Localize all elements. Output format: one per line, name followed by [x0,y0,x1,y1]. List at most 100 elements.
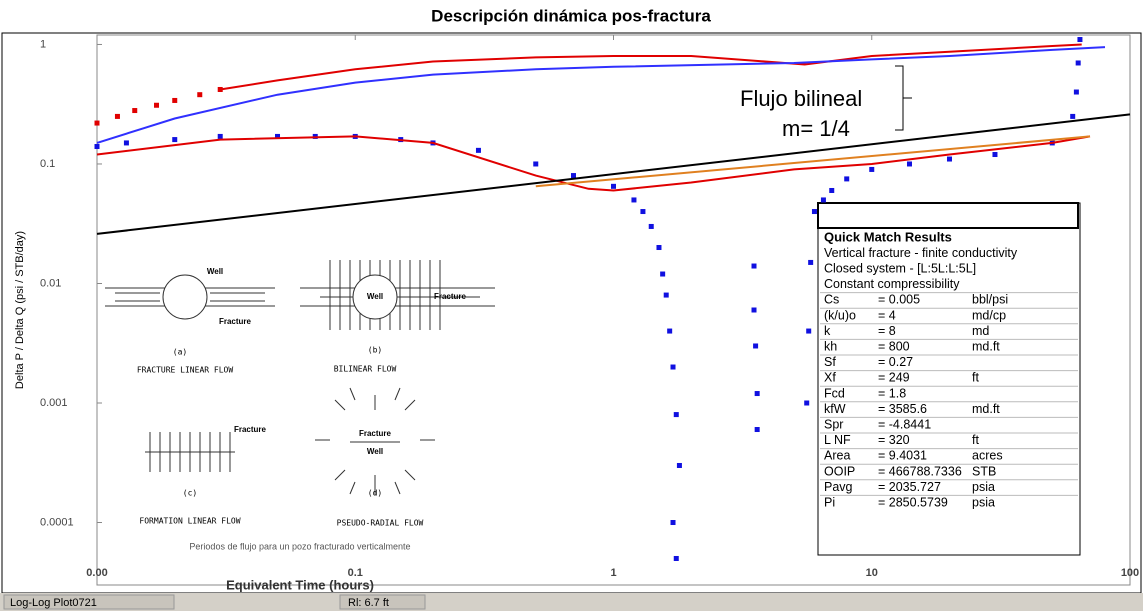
data-point [829,187,835,193]
data-point [670,520,676,526]
results-cell: = 466788.7336 [878,464,962,478]
results-cell: Fcd [824,386,845,400]
data-point [132,108,138,114]
results-cell: = 0.005 [878,293,920,307]
data-point [811,209,817,215]
results-line: Closed system - [L:5L:L:5L] [824,261,976,275]
data-point [673,412,679,418]
inset-label: (c) [183,489,197,498]
results-cell: md [972,324,989,338]
data-point [906,161,912,167]
results-cell: STB [972,464,996,478]
data-point [1073,89,1079,95]
chart-title: Descripción dinámica pos-fractura [431,6,711,25]
results-cell: Area [824,449,850,463]
data-point [114,113,120,119]
data-point [754,427,760,433]
inset-label: (a) [173,348,187,357]
data-point [94,120,100,126]
data-point [475,147,481,153]
inset-label: Fracture [359,429,392,438]
results-cell: ft [972,433,979,447]
inset-label: Fracture [434,292,467,301]
results-line: Vertical fracture - finite conductivity [824,246,1018,260]
results-cell: = 0.27 [878,355,913,369]
results-cell: = -4.8441 [878,417,931,431]
data-point [992,152,998,158]
results-cell: = 249 [878,371,910,385]
series-line [220,43,1082,91]
data-point [663,292,669,298]
data-point [648,223,654,229]
data-point [656,245,662,251]
results-cell: Sf [824,355,836,369]
inset-label: Fracture [219,317,252,326]
data-point [808,259,814,265]
data-point [217,133,223,139]
results-cell: = 4 [878,308,896,322]
inset-label: FORMATION LINEAR FLOW [139,517,240,526]
data-point [660,271,666,277]
results-cell: psia [972,495,995,509]
x-tick-label: 1 [610,567,616,579]
results-cell: md.ft [972,402,1000,416]
x-tick-label: 10 [866,567,878,579]
inset-label: Well [367,447,383,456]
inset-label: Well [207,267,223,276]
data-point [611,183,616,189]
annotation: Flujo bilineal [740,86,862,111]
results-cell: OOIP [824,464,855,478]
results-cell: Pi [824,495,835,509]
results-cell: kfW [824,402,846,416]
bracket [895,65,912,131]
inset-label: Well [367,292,383,301]
data-point [754,391,760,397]
y-tick-label: 0.0001 [40,516,74,528]
results-header [817,202,1079,229]
y-axis-label: Delta P / Delta Q (psi / STB/day) [14,231,26,389]
results-frame [817,202,1081,556]
x-tick-label: 0.1 [348,567,363,579]
results-cell: Cs [824,293,839,307]
results-cell: psia [972,480,995,494]
y-tick-label: 0.1 [40,158,55,170]
inset-label: FRACTURE LINEAR FLOW [137,366,234,375]
x-axis-label: Equivalent Time (hours) [226,577,374,592]
status-bar [0,593,1143,611]
data-point [570,173,576,179]
data-point [1070,113,1076,119]
status-cell [3,594,175,610]
inset-label: (d) [368,489,382,498]
data-point [172,137,178,143]
data-point [751,263,757,269]
inset-label: PSEUDO-RADIAL FLOW [337,519,424,528]
data-point [820,197,826,203]
results-cell: = 3585.6 [878,402,927,416]
results-cell: ft [972,371,979,385]
y-tick-label: 1 [40,38,46,50]
series-line [96,46,1106,144]
series-line [96,113,1131,235]
data-point [1075,60,1081,66]
x-tick-label: 0.00 [86,567,107,579]
status-text: Rl: 6.7 ft [348,597,389,609]
data-point [673,555,679,561]
data-point [844,176,850,182]
results-cell: = 1.8 [878,386,906,400]
results-cell: Pavg [824,480,853,494]
results-cell: bbl/psi [972,293,1008,307]
data-point [670,364,676,370]
inset-caption: Periodos de flujo para un pozo fracturad… [189,541,410,551]
inset-label: (b) [368,346,382,355]
results-cell: = 8 [878,324,896,338]
results-cell: (k/u)o [824,308,856,322]
inset-label: Fracture [234,425,267,434]
data-point [869,166,875,172]
data-point [154,102,160,108]
data-point [533,161,539,167]
results-cell: Spr [824,417,843,431]
results-cell: md/cp [972,308,1006,322]
series-line [535,135,1091,188]
results-cell: = 320 [878,433,910,447]
